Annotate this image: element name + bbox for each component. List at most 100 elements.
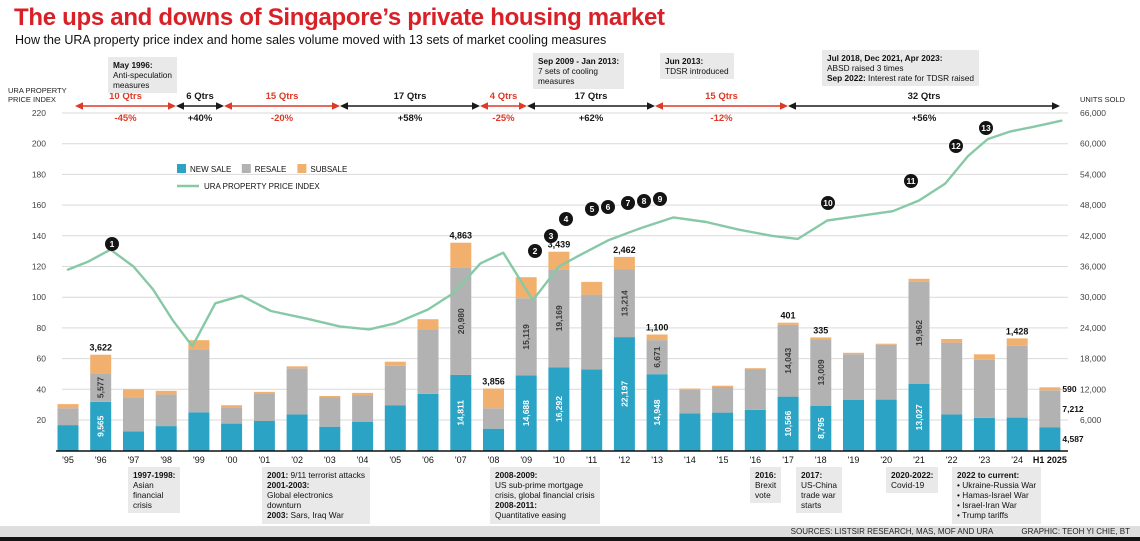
bar-resale (352, 395, 374, 422)
left-axis-tick: 160 (32, 200, 46, 210)
bar-subsale (155, 390, 177, 395)
cooling-measure-number: 11 (907, 176, 916, 186)
timeline-percent-label: +56% (912, 113, 937, 124)
cooling-measure-number: 4 (564, 214, 569, 224)
year-label: '11 (586, 455, 597, 465)
bar-value-label: 590 (1062, 384, 1076, 394)
bar-resale (90, 373, 112, 402)
bar-subsale (613, 256, 635, 270)
timeline-quarters-label: 6 Qtrs (186, 91, 213, 102)
bar-new-sale (941, 414, 963, 451)
bar-resale (1006, 345, 1028, 418)
bar-resale (908, 281, 930, 384)
bar-resale (843, 354, 864, 400)
year-label: '21 (913, 455, 925, 465)
bar-resale (188, 349, 210, 413)
legend-swatch (177, 164, 186, 173)
bar-resale (417, 329, 439, 394)
bar-new-sale (221, 423, 243, 451)
bar-subsale (384, 361, 406, 366)
bar-new-sale (973, 417, 995, 451)
bar-value-label: 14,811 (456, 400, 466, 426)
note-may-1996: May 1996: Anti-speculation measures (108, 57, 178, 94)
left-axis-tick: 60 (37, 354, 47, 364)
bar-subsale (777, 322, 799, 325)
bar-new-sale (613, 337, 635, 451)
right-axis-tick: 24,000 (1080, 323, 1106, 333)
bar-value-label: 3,622 (89, 343, 112, 353)
cooling-measure-marker (904, 174, 918, 188)
timeline-quarters-label: 17 Qtrs (575, 91, 608, 102)
arrow-right-icon (168, 102, 176, 110)
note-gfc: 2008-2009: US sub-prime mortgage crisis, g… (490, 467, 600, 524)
cooling-measure-number: 13 (981, 123, 991, 133)
year-label: '03 (324, 455, 336, 465)
year-label: '95 (62, 455, 74, 465)
bar-subsale (581, 281, 603, 295)
arrow-left-icon (527, 102, 535, 110)
right-axis-tick: 12,000 (1080, 384, 1106, 394)
cooling-measure-number: 7 (626, 198, 631, 208)
arrow-left-icon (224, 102, 232, 110)
bar-resale (483, 408, 504, 429)
year-label: '19 (848, 455, 860, 465)
left-axis-tick: 200 (32, 139, 46, 149)
arrow-right-icon (472, 102, 480, 110)
right-axis-tick: 30,000 (1080, 292, 1106, 302)
bar-resale (548, 269, 570, 368)
bar-value-label: 401 (781, 311, 796, 321)
left-axis-title: URA PROPERTY (8, 86, 67, 95)
timeline-quarters-label: 4 Qtrs (490, 91, 517, 102)
cooling-measure-marker (601, 200, 615, 214)
left-axis-tick: 180 (32, 169, 46, 179)
year-label: '96 (95, 455, 107, 465)
bar-resale (57, 408, 79, 426)
bar-new-sale (1039, 427, 1061, 451)
left-axis-title: PRICE INDEX (8, 95, 56, 104)
bar-value-label: 1,100 (646, 322, 669, 332)
cooling-measure-number: 3 (549, 231, 554, 241)
right-axis-title: UNITS SOLD (1080, 95, 1126, 104)
bar-new-sale (123, 431, 144, 451)
arrow-left-icon (176, 102, 184, 110)
cooling-measure-number: 9 (658, 194, 663, 204)
bar-value-label: 4,863 (449, 231, 472, 241)
right-axis-tick: 66,000 (1080, 108, 1106, 118)
bar-new-sale (483, 428, 504, 451)
graphic-credit-text: GRAPHIC: TEOH YI CHIE, BT (1021, 527, 1130, 536)
timeline-quarters-label: 32 Qtrs (908, 91, 941, 102)
bar-value-label: 9,565 (96, 415, 106, 437)
bar-new-sale (188, 412, 210, 451)
note-trade-war: 2017: US-China trade war starts (796, 467, 842, 514)
note-covid: 2020-2022: Covid-19 (886, 467, 939, 494)
bar-subsale (679, 388, 701, 390)
left-axis-tick: 140 (32, 231, 46, 241)
legend-label: NEW SALE (190, 165, 231, 174)
bar-subsale (646, 334, 668, 341)
timeline-percent-label: +40% (188, 113, 213, 124)
year-label: '07 (455, 455, 467, 465)
bar-resale (253, 393, 275, 421)
legend-label: URA PROPERTY PRICE INDEX (204, 182, 320, 191)
cooling-measure-marker (105, 237, 119, 251)
year-label: '17 (782, 455, 794, 465)
bar-subsale (1006, 338, 1028, 346)
year-label: '08 (488, 455, 500, 465)
bar-value-label: 13,027 (914, 404, 924, 430)
note-jun-2013: Jun 2013: TDSR introduced (660, 53, 734, 80)
year-label: '14 (684, 455, 696, 465)
right-axis-tick: 42,000 (1080, 231, 1106, 241)
bar-value-label: 20,980 (456, 308, 466, 334)
bar-subsale (319, 396, 341, 398)
bar-value-label: 2,462 (613, 245, 636, 255)
bar-value-label: 5,577 (96, 377, 106, 399)
bar-subsale (908, 278, 930, 282)
arrow-left-icon (75, 102, 83, 110)
bar-new-sale (253, 421, 275, 451)
bar-resale (744, 369, 766, 410)
note-asian-crisis: 1997-1998: Asian financial crisis (128, 467, 181, 514)
cooling-measure-marker (653, 192, 667, 206)
bar-resale (941, 342, 963, 415)
bar-new-sale (679, 413, 701, 451)
